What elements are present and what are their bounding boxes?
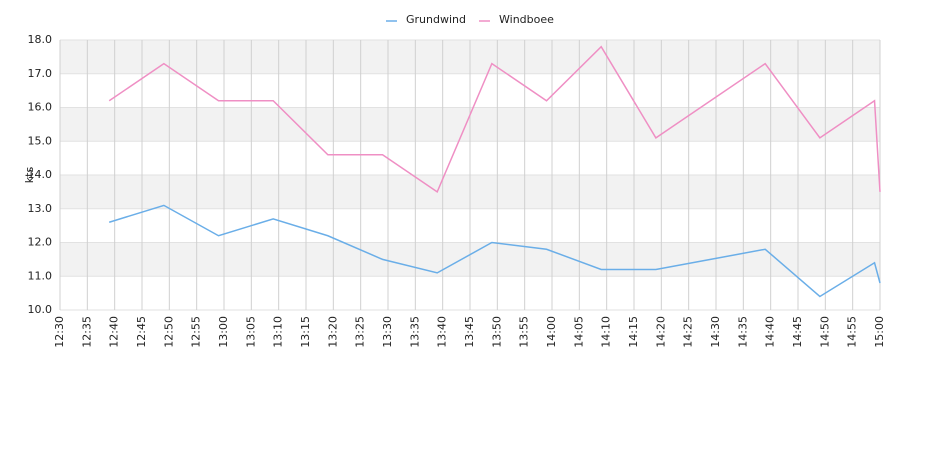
y-tick-label: 15.0 — [28, 134, 53, 147]
x-tick-label: 13:30 — [381, 316, 394, 348]
x-tick-label: 13:10 — [272, 316, 285, 348]
y-tick-label: 13.0 — [28, 202, 53, 215]
x-tick-label: 13:55 — [518, 316, 531, 348]
legend-label: Grundwind — [406, 13, 466, 26]
x-tick-label: 13:40 — [436, 316, 449, 348]
y-tick-label: 11.0 — [28, 269, 53, 282]
x-tick-label: 12:50 — [162, 316, 175, 348]
x-tick-label: 14:05 — [572, 316, 585, 348]
series-line — [108, 204, 881, 298]
x-tick-label: 13:05 — [244, 316, 257, 348]
y-axis-label: kts — [23, 167, 36, 184]
x-tick-label: 14:00 — [545, 316, 558, 348]
x-tick-label: 14:30 — [709, 316, 722, 348]
y-tick-label: 14.0 — [28, 168, 53, 181]
x-tick-label: 14:10 — [600, 316, 613, 348]
x-tick-label: 13:00 — [217, 316, 230, 348]
y-tick-label: 16.0 — [28, 101, 53, 114]
x-tick-label: 14:25 — [682, 316, 695, 348]
x-tick-label: 13:20 — [326, 316, 339, 348]
x-tick-label: 14:40 — [764, 316, 777, 348]
x-tick-label: 14:45 — [791, 316, 804, 348]
y-tick-label: 18.0 — [28, 33, 53, 46]
series-line — [108, 45, 881, 194]
x-tick-label: 14:20 — [654, 316, 667, 348]
y-tick-label: 10.0 — [28, 303, 53, 316]
x-tick-label: 12:30 — [53, 316, 66, 348]
x-tick-label: 14:50 — [818, 316, 831, 348]
y-tick-label: 17.0 — [28, 67, 53, 80]
x-tick-label: 13:45 — [463, 316, 476, 348]
legend-label: Windboee — [499, 13, 554, 26]
x-tick-label: 14:55 — [846, 316, 859, 348]
x-tick-label: 12:45 — [135, 316, 148, 348]
x-tick-label: 14:35 — [736, 316, 749, 348]
x-tick-label: 13:15 — [299, 316, 312, 348]
x-tick-label: 13:35 — [408, 316, 421, 348]
x-tick-label: 12:40 — [108, 316, 121, 348]
x-tick-label: 13:50 — [490, 316, 503, 348]
x-tick-label: 12:35 — [80, 316, 93, 348]
x-tick-label: 13:25 — [354, 316, 367, 348]
y-tick-label: 12.0 — [28, 236, 53, 249]
x-tick-label: 14:15 — [627, 316, 640, 348]
x-tick-label: 15:00 — [873, 316, 886, 348]
x-tick-label: 12:55 — [190, 316, 203, 348]
